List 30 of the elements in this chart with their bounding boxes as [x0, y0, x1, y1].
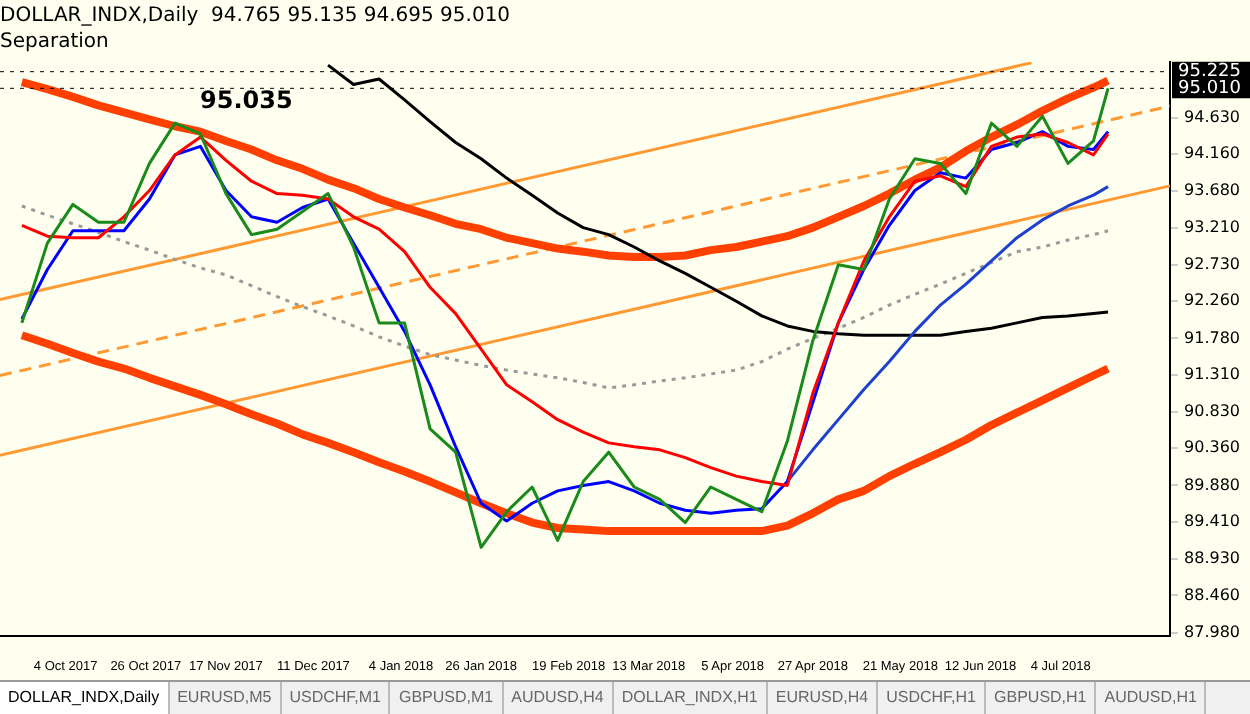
text: EURUSD,M5 — [169, 682, 282, 714]
y-tick-label: 92.260 — [1184, 291, 1241, 310]
y-tick-label: 91.780 — [1184, 328, 1241, 347]
text: DOLLAR_INDX,H1 — [613, 682, 768, 714]
chart-subtitle: Separation — [0, 31, 109, 54]
text: GBPUSD,M1 — [390, 682, 504, 714]
ref-line-label: 95.010 — [1178, 79, 1242, 100]
y-tick-label: 89.410 — [1184, 511, 1241, 530]
text: AUDUSD,H4 — [503, 682, 614, 714]
y-tick-label: 93.680 — [1184, 181, 1241, 200]
y-tick-label: 94.160 — [1184, 144, 1241, 163]
annotation: 95.035 — [200, 86, 293, 115]
text: EURUSD,H4 — [767, 682, 879, 714]
text: DOLLAR_INDX,Daily — [0, 682, 170, 714]
y-tick-label: 91.310 — [1184, 364, 1241, 383]
text: USDCHF,H1 — [878, 682, 987, 714]
y-tick-label: 88.460 — [1184, 585, 1241, 604]
y-tick-label: 94.630 — [1184, 107, 1241, 126]
text: GBPUSD,H1 — [986, 682, 1097, 714]
y-tick-label: 90.360 — [1184, 438, 1241, 457]
text: USDCHF,M1 — [281, 682, 391, 714]
y-tick-label: 92.730 — [1184, 254, 1241, 273]
line-series — [20, 204, 1110, 390]
y-tick-label: 87.980 — [1184, 622, 1241, 641]
chart-title: DOLLAR_INDX,Daily 94.765 95.135 94.695 95.010 — [0, 5, 511, 28]
y-tick-label: 89.880 — [1184, 475, 1241, 494]
text: AUDUSD,H1 — [1096, 682, 1207, 714]
y-tick-label: 90.830 — [1184, 402, 1241, 421]
y-tick-label: 88.930 — [1184, 549, 1241, 568]
y-tick-label: 93.210 — [1184, 217, 1241, 236]
